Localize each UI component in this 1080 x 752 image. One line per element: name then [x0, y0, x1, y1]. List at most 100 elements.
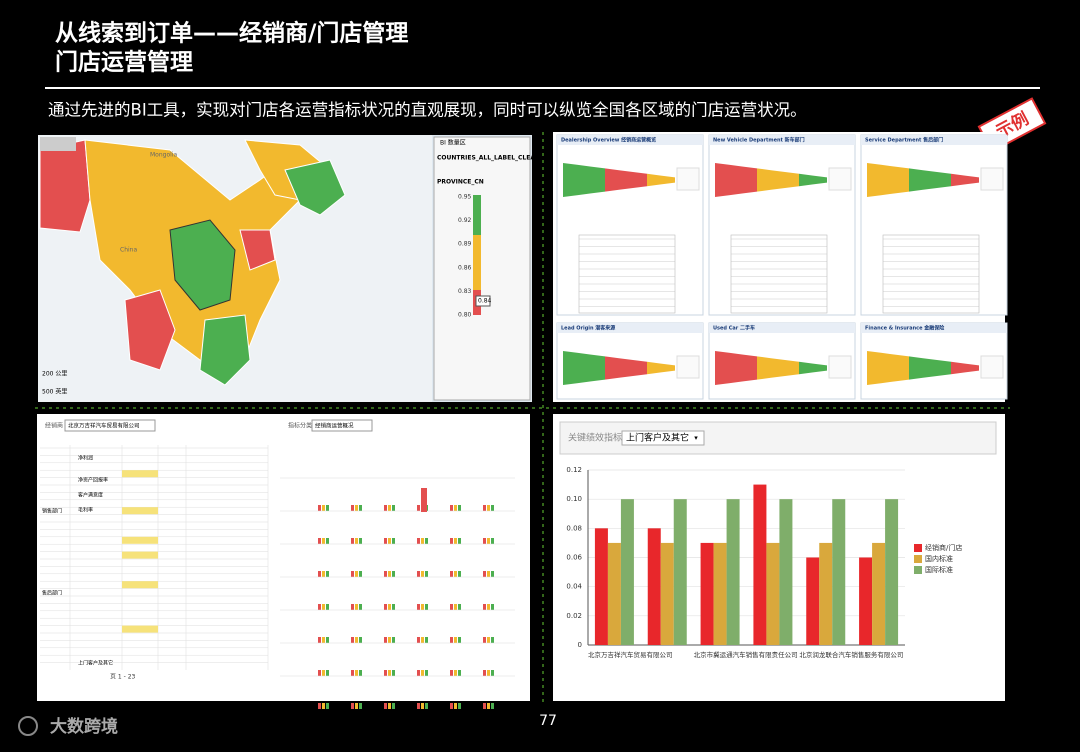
row-label: 毛利率: [78, 507, 93, 514]
dropdown[interactable]: [311, 419, 373, 432]
funnel-segment: [729, 164, 743, 196]
funnel-segment: [563, 351, 577, 385]
dropdown[interactable]: [64, 419, 156, 432]
table-frame: [882, 234, 980, 314]
funnel-segment: [895, 354, 909, 382]
tile-title: Lead Origin 潜客来源: [561, 325, 615, 332]
mini-bar: [326, 604, 329, 610]
mini-bar: [388, 604, 391, 610]
tile: [556, 134, 704, 316]
funnel-legend: [676, 167, 700, 191]
filter-label: 指标分类: [288, 422, 312, 430]
mini-bar: [491, 637, 494, 643]
bar: [700, 542, 714, 645]
mini-bar: [351, 703, 354, 709]
funnel-segment: [619, 358, 633, 378]
mini-bar: [318, 571, 321, 577]
mini-bar: [458, 538, 461, 544]
map-toolbar[interactable]: [40, 137, 76, 151]
mini-bar: [454, 505, 457, 511]
funnel-segment: [771, 358, 785, 378]
mini-bar: [318, 703, 321, 709]
tile-header: [557, 135, 703, 145]
region: [124, 289, 176, 371]
funnel-segment: [605, 356, 619, 380]
mini-bar: [483, 538, 486, 544]
mini-bar: [388, 703, 391, 709]
mini-bar: [421, 488, 427, 512]
mini-bar: [388, 637, 391, 643]
funnel-segment: [867, 163, 881, 197]
scale-tick-label: 0.89: [458, 241, 472, 248]
funnel-segment: [605, 168, 619, 192]
dropdown-arrow: ▾: [694, 434, 698, 442]
mini-bar: [384, 670, 387, 676]
highlight: [122, 551, 158, 559]
mini-bar: [491, 571, 494, 577]
mini-bar: [318, 604, 321, 610]
mini-bar: [487, 538, 490, 544]
bar: [594, 528, 608, 645]
tile-title: Service Department 售后部门: [865, 137, 943, 144]
funnel-segment: [661, 363, 675, 373]
mini-bar: [491, 538, 494, 544]
mini-bar: [384, 571, 387, 577]
funnel-segment: [743, 166, 757, 194]
pager[interactable]: 页 1 - 23: [110, 674, 136, 681]
layer-name: PROVINCE_CN: [437, 179, 484, 186]
mini-bar: [326, 538, 329, 544]
chart-panel: 关键绩效指标 上门客户及其它 ▾ 0 0.02 0.04 0.06 0.08 0.10 0.…: [553, 414, 1005, 701]
mini-bar: [417, 538, 420, 544]
mini-bar: [388, 571, 391, 577]
mini-bar: [384, 538, 387, 544]
mini-bar: [384, 637, 387, 643]
mini-bar: [483, 637, 486, 643]
scale-tick-label: 0.95: [458, 194, 472, 201]
mini-bar: [392, 538, 395, 544]
y-tick-label: 0.02: [566, 612, 582, 620]
dashboard-panel: Dealership Overview 经销商运营概览 New Vehicle D…: [553, 132, 1008, 402]
tile: [708, 134, 856, 316]
mini-bar: [487, 505, 490, 511]
funnel-segment: [729, 352, 743, 384]
funnel-segment: [909, 356, 923, 380]
bar: [607, 542, 621, 645]
funnel-segment: [633, 360, 647, 376]
mini-bar: [326, 637, 329, 643]
funnel-segment: [591, 354, 605, 382]
legend-panel: [433, 136, 531, 401]
mini-bar: [417, 637, 420, 643]
mini-bar: [322, 505, 325, 511]
funnel-segment: [633, 172, 647, 188]
mini-bar: [322, 571, 325, 577]
mini-bar: [421, 670, 424, 676]
scale-label: 200 公里: [42, 371, 67, 378]
panel: [37, 414, 530, 701]
mini-bar: [450, 571, 453, 577]
mini-bar: [421, 604, 424, 610]
mini-bar: [483, 670, 486, 676]
funnel-segment: [881, 352, 895, 384]
dropdown[interactable]: [621, 430, 705, 446]
bar: [713, 542, 727, 645]
mini-bar: [417, 670, 420, 676]
mini-bar: [359, 604, 362, 610]
region: [39, 139, 91, 233]
mini-bar: [326, 571, 329, 577]
y-tick-label: 0: [578, 641, 582, 649]
tile-title: New Vehicle Department 新车部门: [713, 137, 805, 144]
funnel-segment: [965, 175, 979, 185]
funnel-segment: [771, 170, 785, 190]
x-tick-label: 北京万吉祥汽车贸易有限公司: [588, 650, 673, 659]
highlight: [122, 470, 158, 478]
mini-bar: [491, 505, 494, 511]
mini-bar: [355, 538, 358, 544]
mini-bar: [454, 604, 457, 610]
funnel-segment: [951, 361, 965, 375]
layer-name: COUNTRIES_ALL_LABEL_CLEAR: [437, 155, 540, 162]
mini-bar: [425, 604, 428, 610]
funnel-segment: [951, 173, 965, 187]
table-frame: [578, 234, 676, 314]
mini-bar: [483, 703, 486, 709]
